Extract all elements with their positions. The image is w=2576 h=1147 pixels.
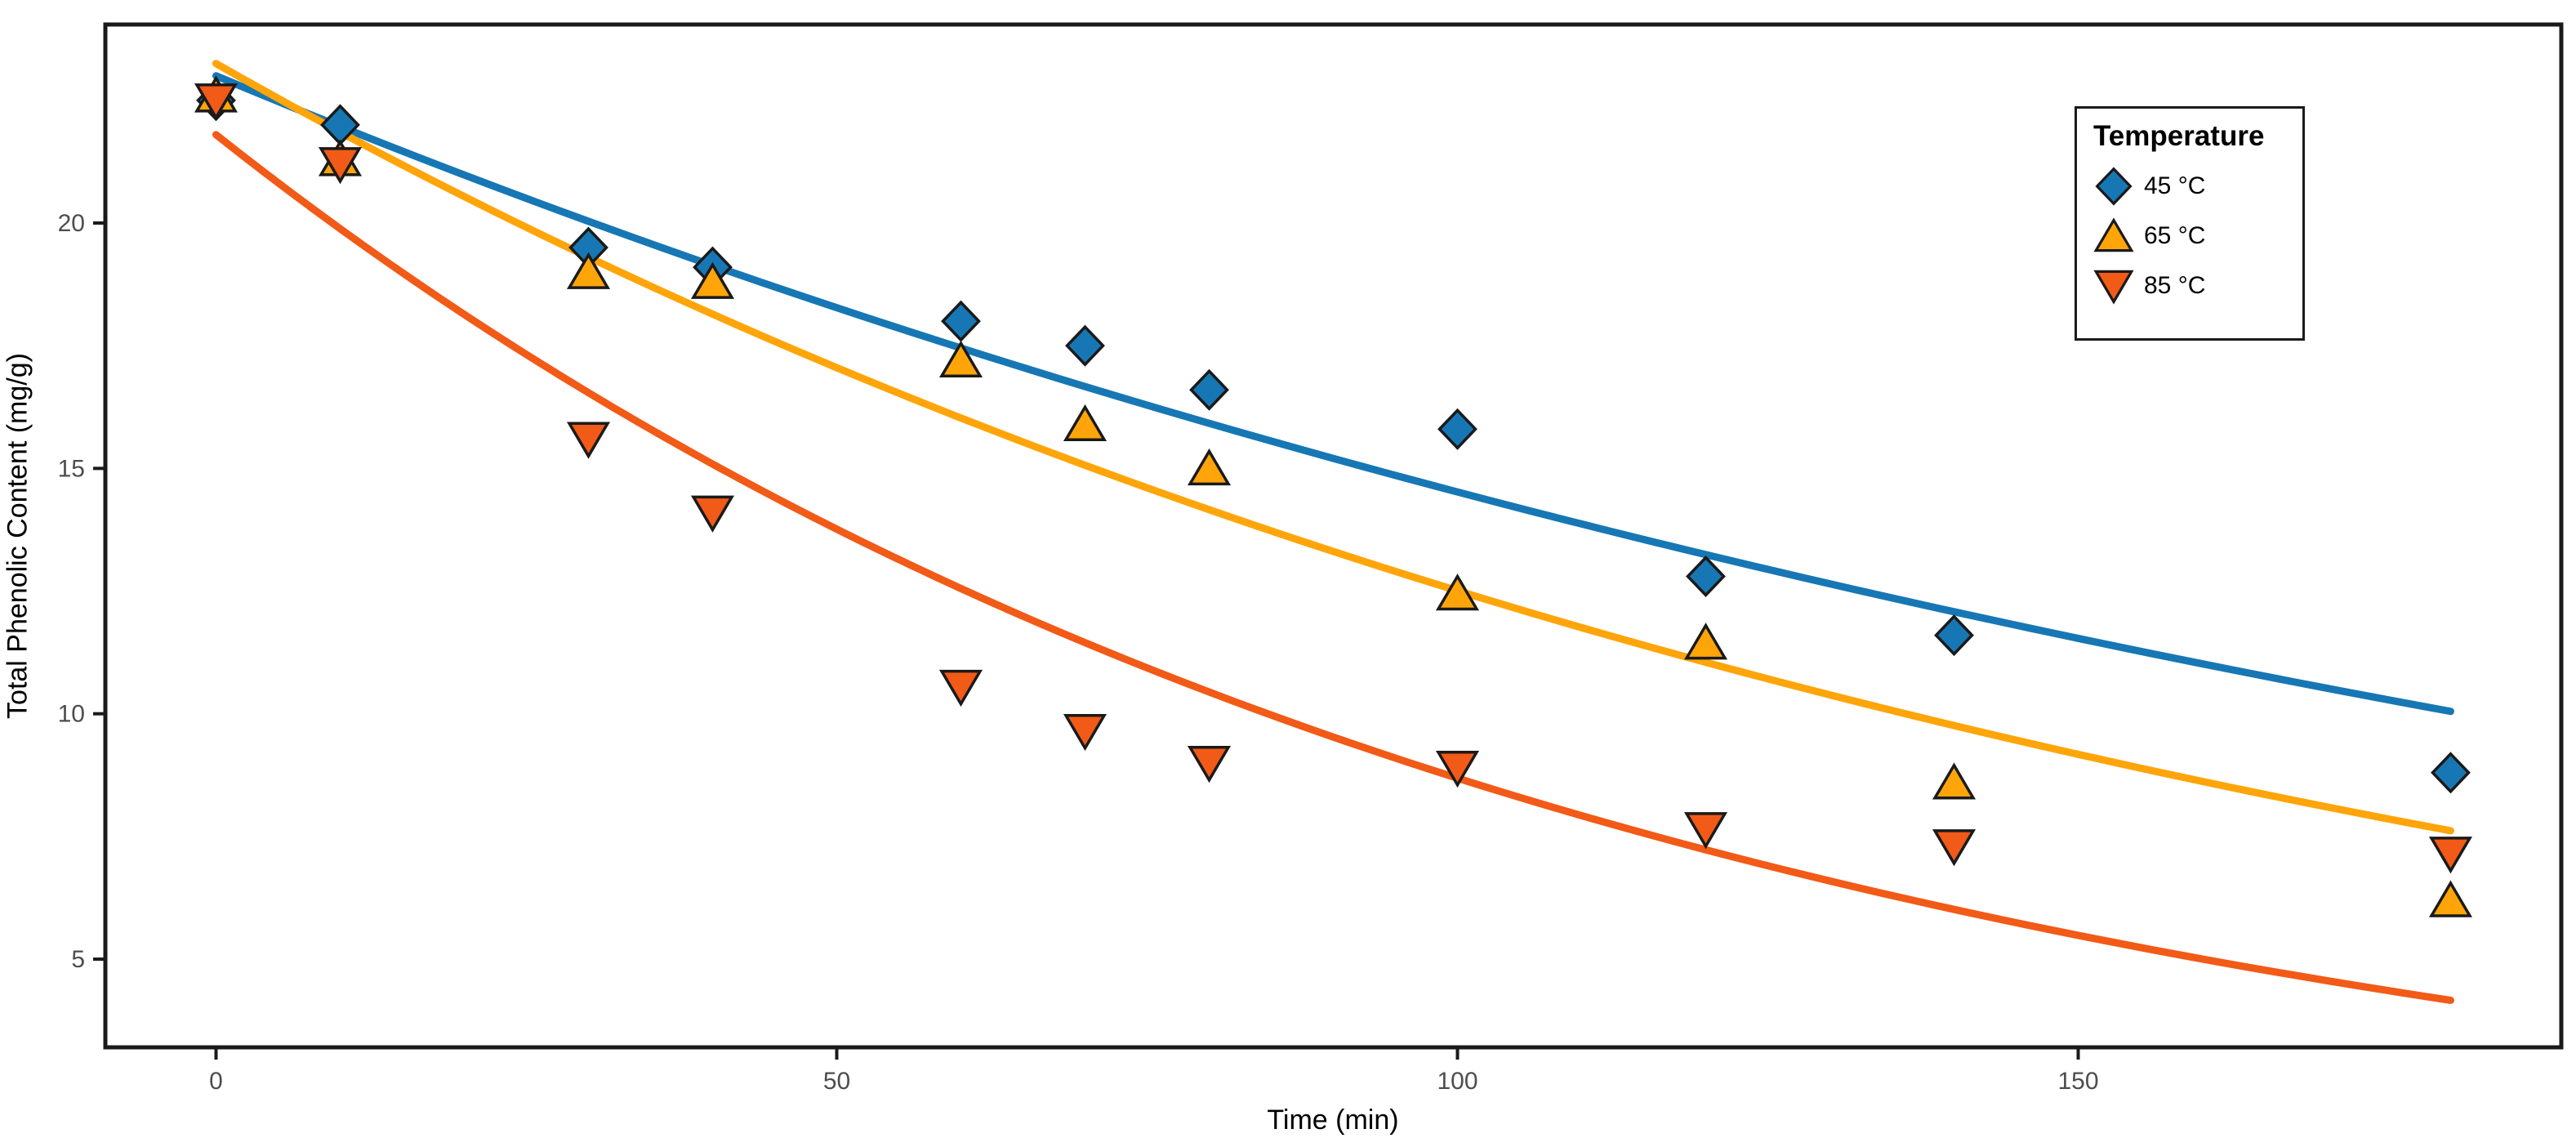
x-axis-ticks: 0 50 100 150 — [209, 1047, 2099, 1095]
data-point-marker — [1934, 614, 1974, 657]
legend-title: Temperature — [2093, 120, 2265, 152]
legend-entry-65c: 65 °C — [2093, 211, 2302, 261]
x-tick-label: 0 — [209, 1068, 223, 1095]
data-point-marker — [1435, 751, 1480, 788]
y-tick-label: 5 — [71, 946, 85, 973]
series-points-65C — [194, 75, 2473, 917]
x-axis-title: Time (min) — [1267, 1105, 1399, 1136]
x-tick-label: 100 — [1437, 1068, 1477, 1095]
data-point-marker — [941, 300, 981, 342]
y-axis-ticks: 5 10 15 20 — [58, 210, 105, 973]
data-point-marker — [1932, 829, 1977, 867]
legend-entry-label: 45 °C — [2144, 172, 2206, 199]
series-points-45C — [196, 79, 2471, 794]
diamond-icon — [2095, 166, 2133, 206]
data-point-marker — [194, 83, 238, 121]
data-point-marker — [1187, 746, 1232, 783]
data-point-marker — [1187, 448, 1232, 486]
data-point-marker — [2428, 837, 2473, 874]
y-tick-label: 15 — [58, 455, 85, 482]
legend-entry-label: 65 °C — [2144, 221, 2206, 249]
data-point-marker — [1435, 574, 1480, 611]
data-point-marker — [1437, 408, 1477, 450]
series-points-85C — [194, 83, 2473, 874]
data-point-marker — [690, 261, 735, 299]
data-point-marker — [1065, 324, 1105, 367]
panel-border — [103, 22, 2564, 1050]
data-point-marker — [1686, 555, 1726, 598]
data-point-marker — [566, 422, 611, 459]
data-point-marker — [318, 147, 363, 185]
data-point-marker — [1189, 368, 1229, 411]
data-point-marker — [1683, 623, 1728, 660]
data-point-marker — [1063, 404, 1108, 442]
data-point-marker — [2428, 880, 2473, 917]
data-point-marker — [690, 495, 735, 533]
data-point-marker — [938, 340, 983, 377]
y-tick-label: 20 — [58, 210, 85, 237]
data-point-marker — [566, 252, 611, 289]
legend-entry-label: 85 °C — [2144, 271, 2206, 299]
legend-entry-85c: 85 °C — [2093, 261, 2302, 310]
data-point-marker — [938, 669, 983, 707]
legend-box: Temperature 45 °C 65 °C 85 °C — [2075, 106, 2305, 341]
y-axis-title: Total Phenolic Content (mg/g) — [2, 353, 33, 719]
triangle-down-icon — [2093, 270, 2134, 305]
data-point-marker — [1932, 762, 1977, 800]
data-point-marker — [2431, 752, 2471, 794]
fit-curve-85C — [212, 131, 2454, 1004]
data-point-marker — [1063, 713, 1108, 752]
triangle-up-icon — [2093, 216, 2134, 252]
data-point-marker — [1683, 812, 1728, 850]
x-tick-label: 50 — [823, 1068, 850, 1095]
legend-entry-45c: 45 °C — [2093, 161, 2302, 211]
x-tick-label: 150 — [2057, 1068, 2098, 1095]
y-tick-label: 10 — [58, 701, 85, 728]
fit-curve-45C — [212, 72, 2454, 716]
